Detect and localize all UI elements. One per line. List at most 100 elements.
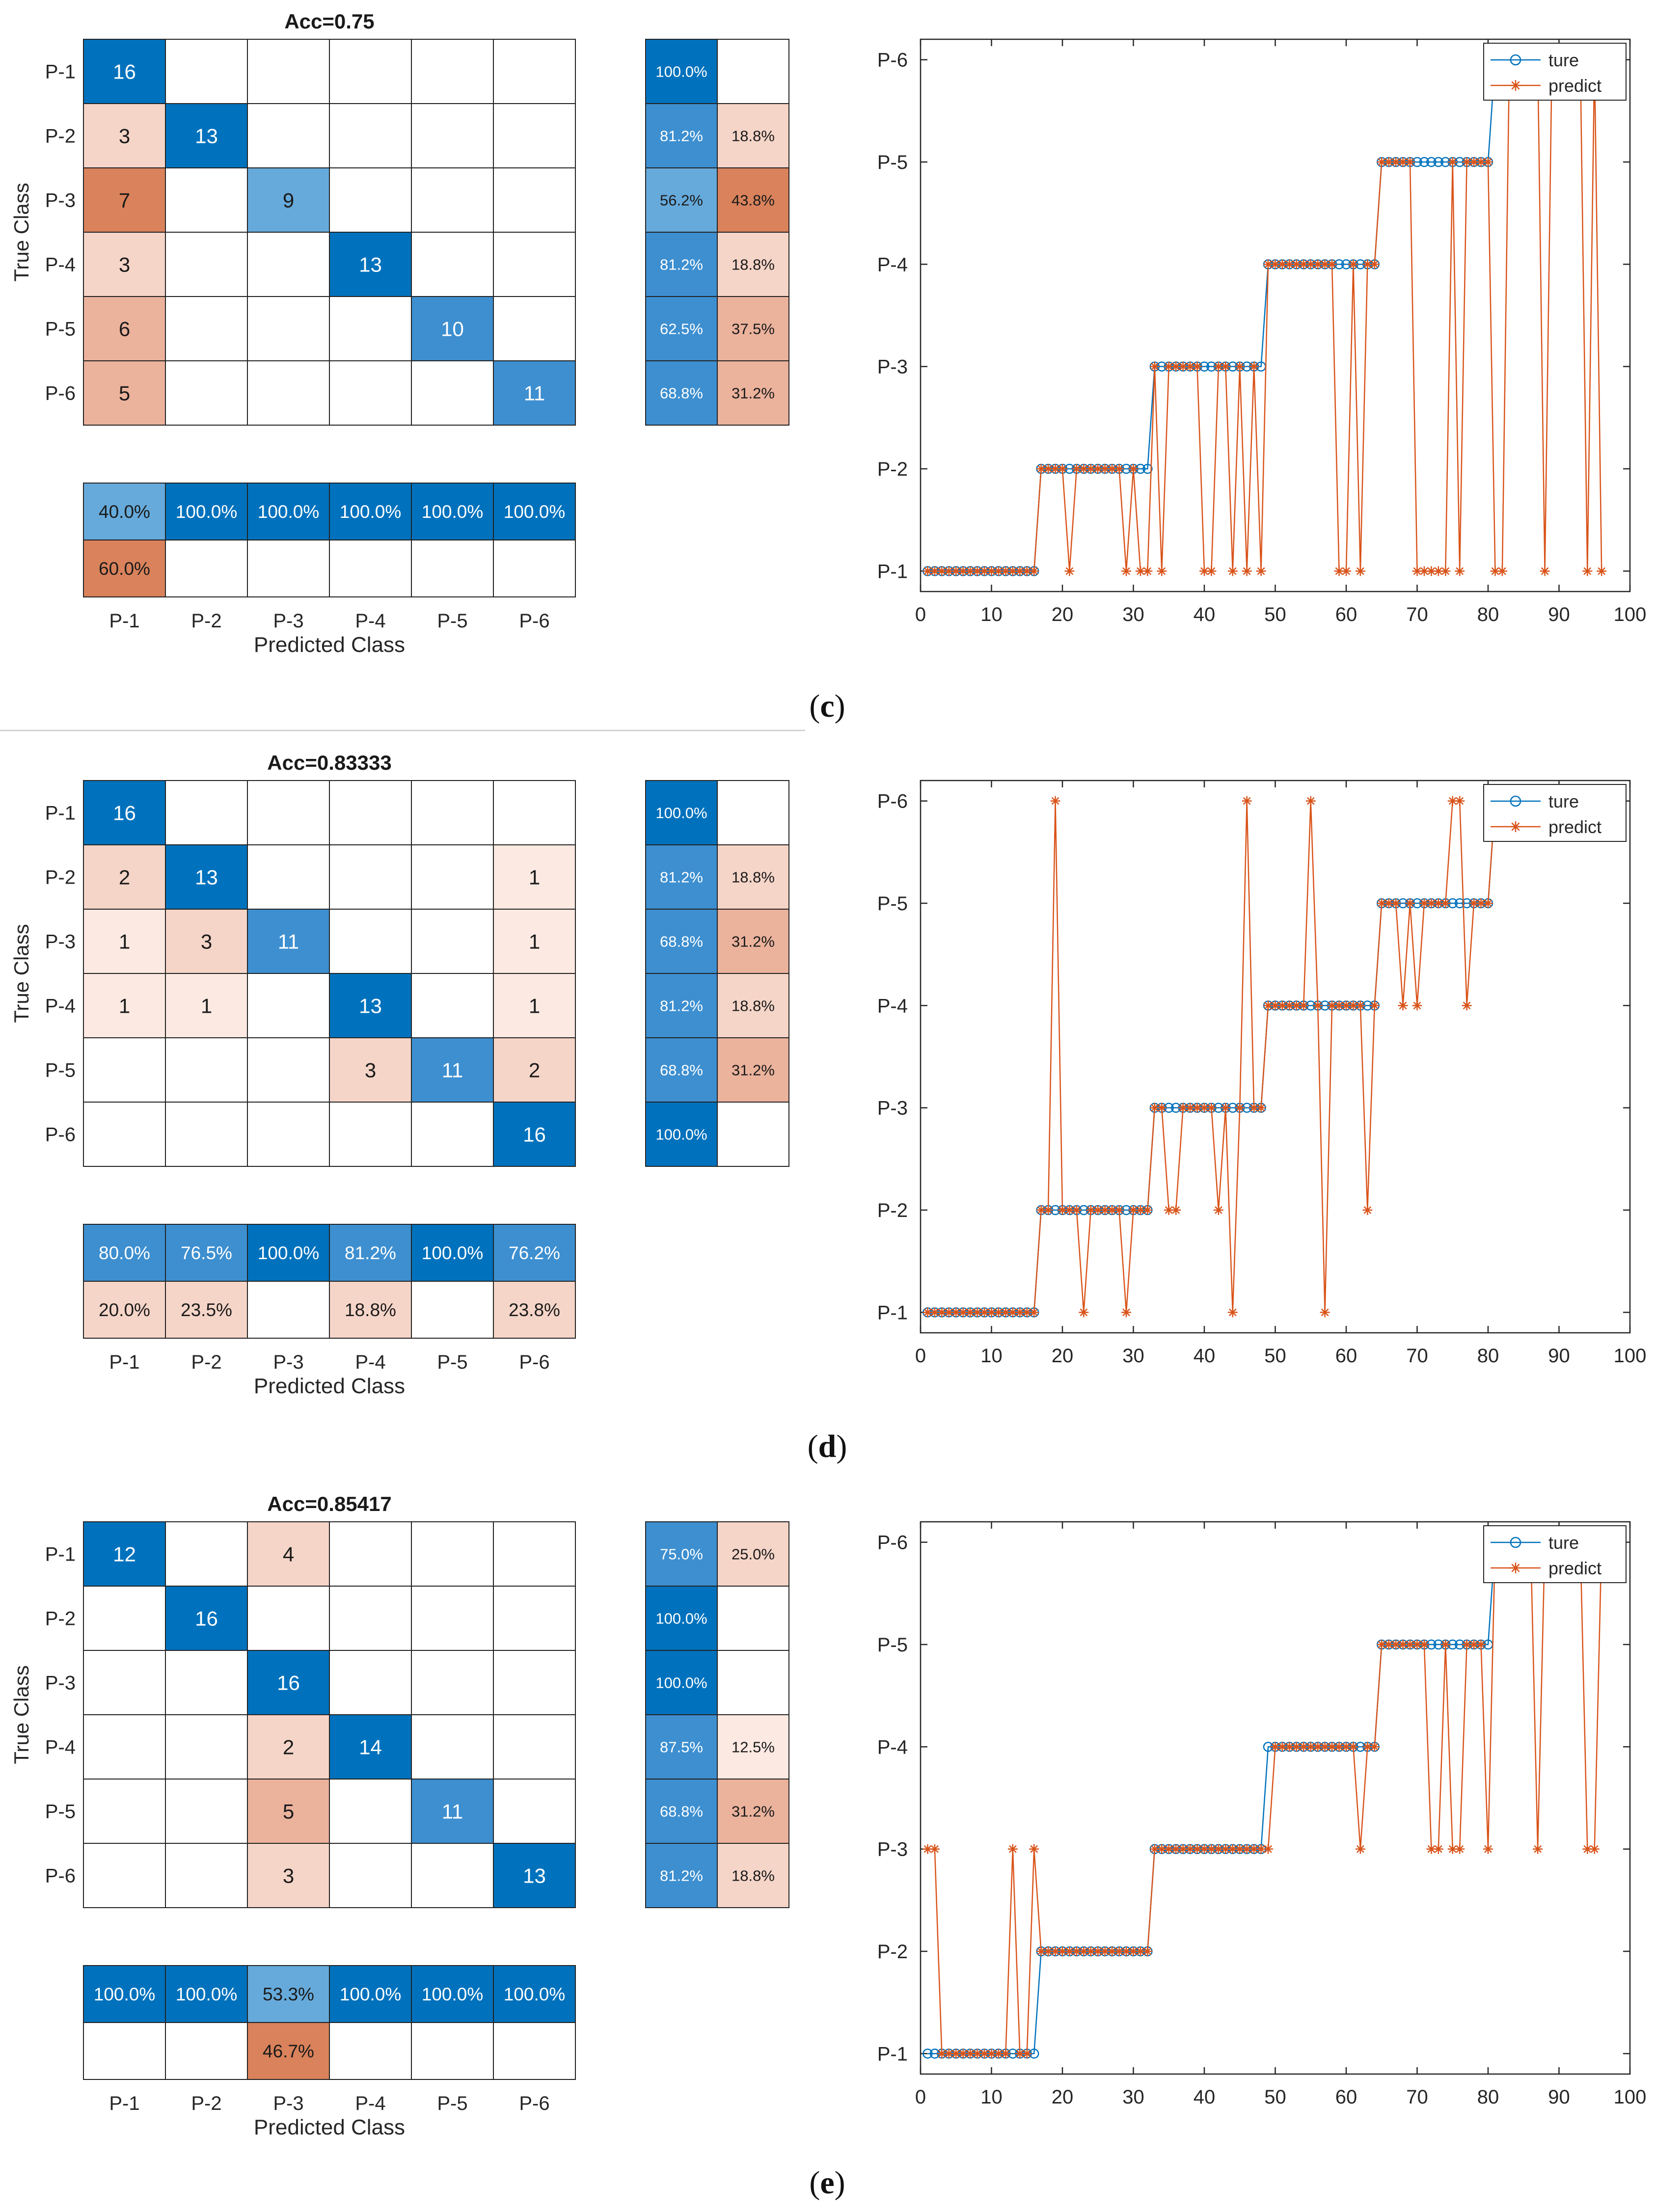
row-label: P-5 xyxy=(45,1060,76,1081)
point-predict xyxy=(1462,1640,1472,1649)
matrix-cell-value: 5 xyxy=(283,1800,294,1823)
point-predict xyxy=(1043,464,1054,474)
row-summary-cell xyxy=(717,1521,789,1587)
point-predict xyxy=(1071,464,1082,474)
point-predict xyxy=(1128,464,1139,474)
point-predict xyxy=(1036,1946,1046,1956)
matrix-cell-value: 10 xyxy=(441,318,464,341)
point-predict xyxy=(1171,361,1181,372)
col-summary-cell xyxy=(411,1965,494,2023)
matrix-cell-value: 11 xyxy=(442,1800,463,1823)
matrix-cell-value: 1 xyxy=(529,866,540,889)
row-label: P-1 xyxy=(45,803,76,824)
point-predict xyxy=(1107,1946,1117,1956)
point-predict xyxy=(1362,259,1373,270)
point-predict xyxy=(1114,464,1124,474)
col-label: P-4 xyxy=(355,2093,385,2114)
point-true xyxy=(1142,463,1153,474)
y-tick-label: P-3 xyxy=(877,1098,908,1119)
point-predict xyxy=(1256,1103,1266,1113)
panel-tag-letter: e xyxy=(820,2165,834,2201)
x-tick-label: 10 xyxy=(980,2086,1003,2108)
matrix-cell xyxy=(493,232,576,297)
matrix-cell xyxy=(247,909,330,974)
point-predict xyxy=(922,566,933,576)
point-predict xyxy=(1497,566,1507,576)
y-tick-label: P-4 xyxy=(877,1736,908,1758)
y-tick-label: P-1 xyxy=(877,1302,908,1323)
point-predict xyxy=(1007,1844,1018,1854)
col-label: P-1 xyxy=(109,610,139,632)
matrix-cell xyxy=(165,39,248,104)
prediction-plot-c: 0 10 20 30 40 50 60 70 80 90 100 P-1 P-2 P-3 P-4 P-5 P-6… xyxy=(877,38,1646,625)
matrix-cell-value: 13 xyxy=(195,125,218,148)
x-tick-label: 40 xyxy=(1194,604,1216,625)
point-predict xyxy=(1533,1844,1543,1854)
matrix-cell xyxy=(165,103,248,168)
matrix-cell xyxy=(493,103,576,168)
row-summary-cell xyxy=(645,973,718,1038)
col-summary-cell xyxy=(493,483,576,540)
col-summary-value: 100.0% xyxy=(176,502,238,522)
point-predict xyxy=(1128,1946,1139,1956)
point-predict xyxy=(1277,259,1287,270)
row-summary-cell xyxy=(645,1521,718,1587)
row-summary-cell xyxy=(645,780,718,845)
col-label: P-2 xyxy=(191,610,221,632)
point-predict xyxy=(1015,2049,1025,2059)
row-label: P-2 xyxy=(45,126,76,147)
col-summary-value: 46.7% xyxy=(263,2041,314,2061)
x-tick-label: 70 xyxy=(1406,2086,1428,2108)
row-label: P-5 xyxy=(45,1801,76,1823)
point-predict xyxy=(1384,898,1394,908)
point-predict xyxy=(1242,1844,1252,1854)
matrix-cell-value: 13 xyxy=(195,866,218,889)
point-predict xyxy=(958,2049,968,2059)
point-predict xyxy=(1320,259,1330,270)
matrix-cell xyxy=(83,232,166,297)
x-tick-label: 90 xyxy=(1548,604,1570,625)
point-predict xyxy=(1412,1000,1422,1011)
point-predict xyxy=(1199,566,1209,576)
row-summary-value: 68.8% xyxy=(660,1803,703,1820)
matrix-cell xyxy=(165,1650,248,1715)
point-predict xyxy=(1362,1205,1373,1215)
point-predict xyxy=(1433,898,1443,908)
matrix-cell-value: 16 xyxy=(195,1607,218,1630)
row-summary-cell xyxy=(645,1037,718,1103)
point-predict xyxy=(1263,1844,1274,1854)
row-summary-value: 81.2% xyxy=(660,998,703,1015)
panel-tag-open: ( xyxy=(809,688,820,724)
col-summary-cell xyxy=(247,2022,330,2080)
point-predict xyxy=(1029,1307,1039,1318)
point-predict xyxy=(1142,1205,1153,1215)
point-predict xyxy=(937,2049,947,2059)
point-predict xyxy=(1469,1640,1479,1649)
point-predict xyxy=(1213,361,1223,372)
point-predict xyxy=(1157,566,1167,576)
col-summary-cell xyxy=(329,2022,412,2080)
row-summary-cell xyxy=(645,39,718,104)
col-label: P-3 xyxy=(273,1351,303,1373)
row-summary-cell xyxy=(717,1102,789,1167)
y-tick-label: P-3 xyxy=(877,356,908,378)
x-tick-label: 0 xyxy=(915,1345,926,1367)
row-summary-cell xyxy=(645,232,718,297)
matrix-cell xyxy=(329,1037,412,1103)
point-predict xyxy=(993,1307,1004,1318)
matrix-cell xyxy=(247,1521,330,1587)
point-predict xyxy=(1284,259,1295,270)
point-predict xyxy=(1085,464,1096,474)
point-predict xyxy=(1291,259,1302,270)
legend-marker-predict xyxy=(1510,80,1521,91)
y-tick-label: P-5 xyxy=(877,893,908,915)
row-summary-cell xyxy=(645,296,718,361)
point-predict xyxy=(951,1307,961,1318)
matrix-cell xyxy=(83,844,166,910)
point-predict xyxy=(1384,157,1394,167)
col-summary-cell xyxy=(165,1965,248,2023)
matrix-cell xyxy=(83,1843,166,1908)
point-predict xyxy=(1256,1844,1266,1854)
point-predict xyxy=(1036,1205,1046,1215)
